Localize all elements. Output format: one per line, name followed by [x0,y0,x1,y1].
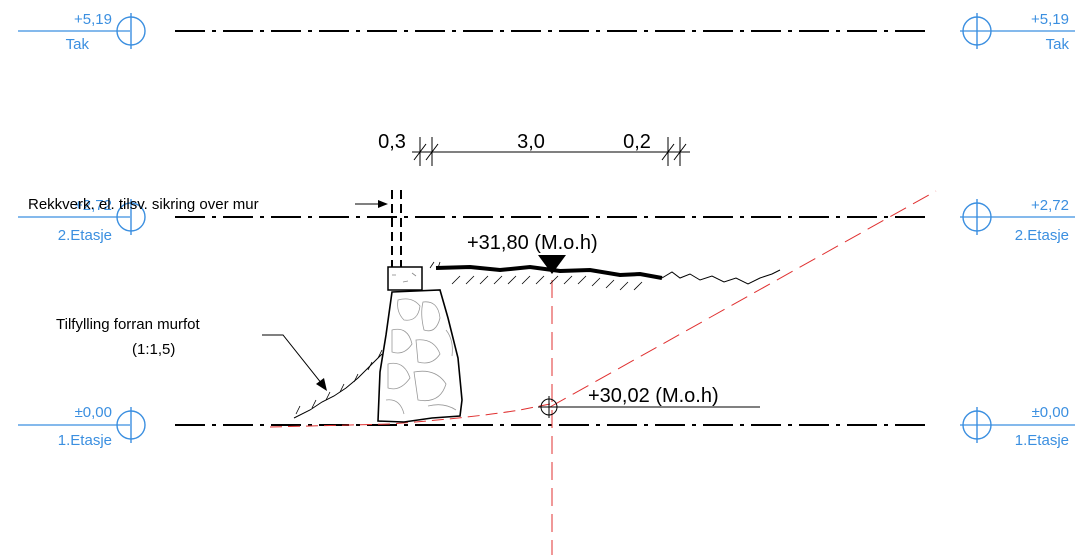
level-name-left: 1.Etasje [58,432,112,449]
fill-note-line1: Tilfylling forran murfot [56,316,200,333]
level-value-right: ±0,00 [1032,404,1069,421]
level-value-left: +5,19 [74,11,112,28]
leader-arrow-icon [262,334,327,391]
level-1-etasje: ±0,00 1.Etasje ±0,00 1.Etasje [18,404,1075,449]
level-value-left: ±0,00 [75,404,112,421]
elevation-triangle-icon [538,255,566,274]
level-name-right: 2.Etasje [1015,227,1069,244]
arrow-icon [355,200,388,208]
red-dashed-lines [269,190,937,555]
level-marker-icon [962,13,992,49]
railing-note: Rekkverk. el. tilsv. sikring over mur [28,196,259,213]
level-value-left: +2,72 [74,197,112,214]
level-value-right: +5,19 [1031,11,1069,28]
railing [391,190,402,268]
elevation-label-bottom: +30,02 (M.o.h) [588,385,719,407]
elevation-circle-icon [538,396,560,418]
stone-wall [377,266,463,423]
level-marker-icon [116,407,146,443]
dimension-label: 0,3 [378,131,406,153]
dimension-line: 0,3 3,0 0,2 [378,131,690,166]
level-marker-icon [116,13,146,49]
level-value-right: +2,72 [1031,197,1069,214]
ground-top [429,261,781,291]
dimension-label: 0,2 [623,131,651,153]
level-2-etasje: +2,72 2.Etasje +2,72 2.Etasje [18,197,1075,244]
level-name-left: 2.Etasje [58,227,112,244]
level-name-right: Tak [1046,36,1070,53]
level-marker-icon [962,199,992,235]
elevation-label-top: +31,80 (M.o.h) [467,232,598,254]
level-marker-icon [962,407,992,443]
dimension-label: 3,0 [517,131,545,153]
level-name-right: 1.Etasje [1015,432,1069,449]
fill-note-line2: (1:1,5) [132,341,175,358]
level-tak: +5,19 Tak +5,19 Tak [18,11,1075,53]
fill-slope [293,349,383,419]
level-name-left: Tak [66,36,90,53]
level-marker-icon [116,199,146,235]
